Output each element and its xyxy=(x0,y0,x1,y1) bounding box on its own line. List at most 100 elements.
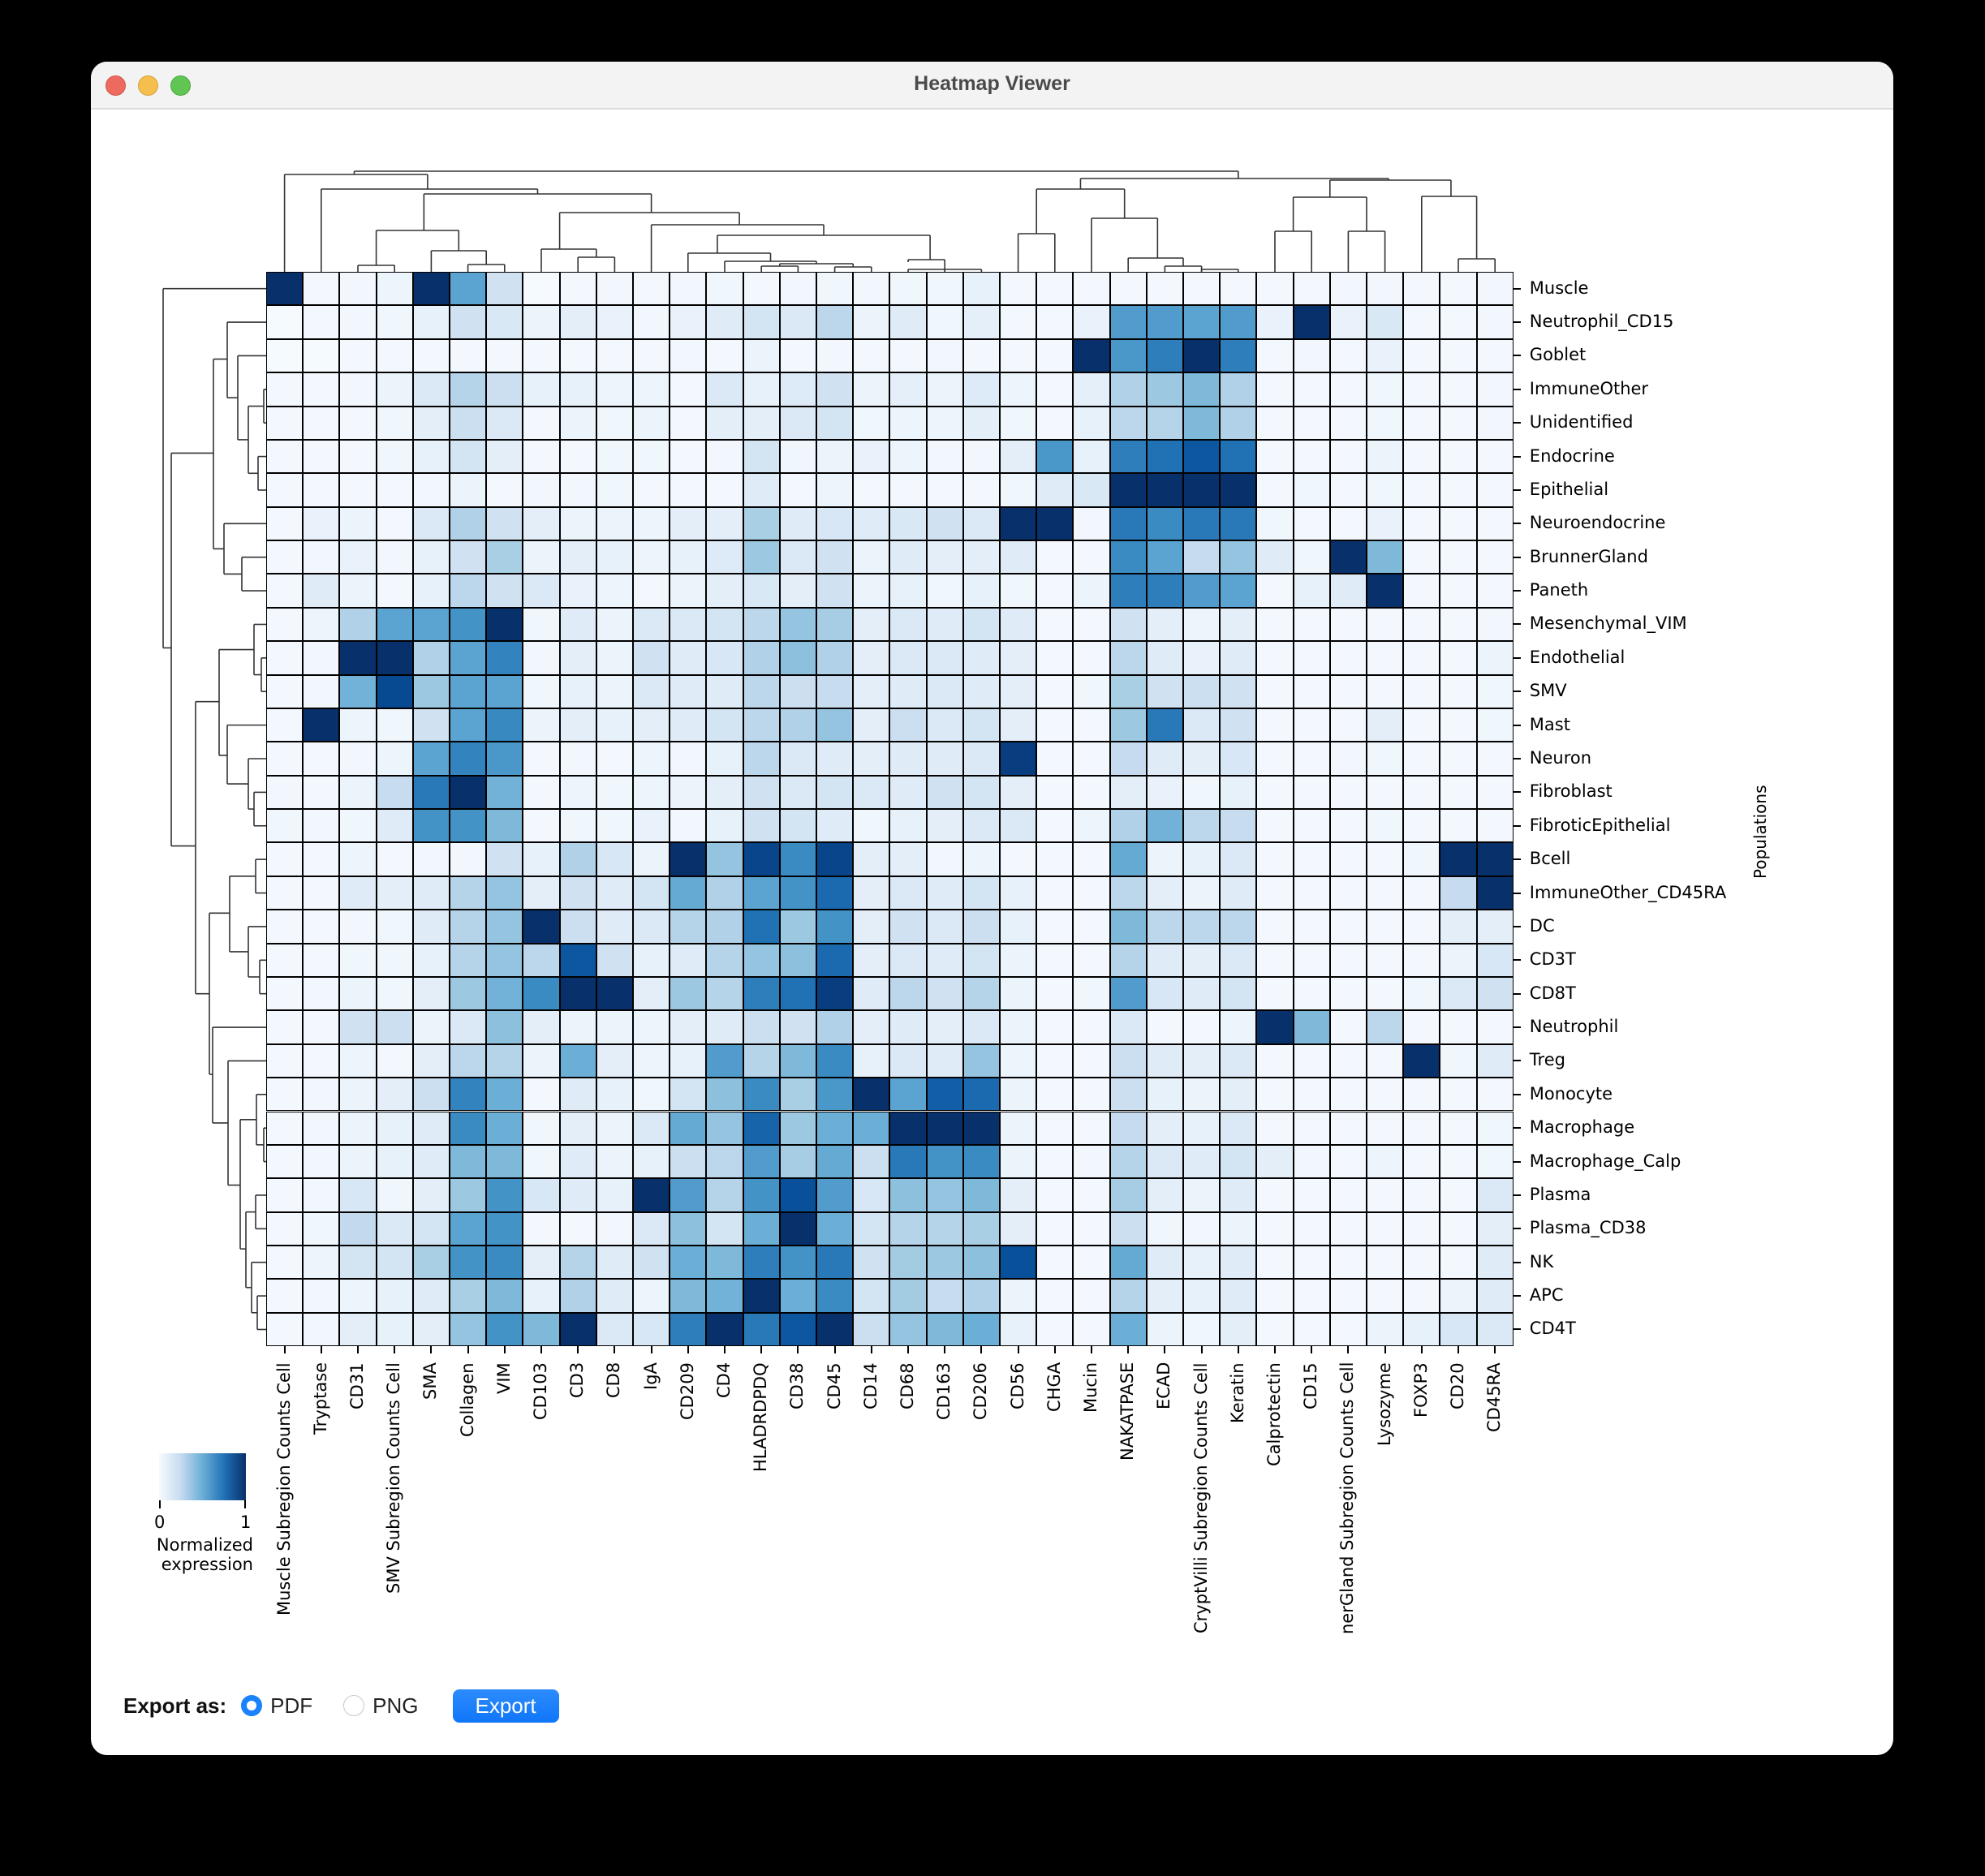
heatmap-cell xyxy=(450,338,487,373)
heatmap-cell xyxy=(412,272,450,306)
heatmap-cell xyxy=(853,540,890,574)
heatmap-cell xyxy=(1440,372,1477,407)
heatmap-cell xyxy=(1293,1178,1330,1212)
heatmap-cell xyxy=(339,1279,377,1313)
maximize-window-button[interactable] xyxy=(170,75,191,96)
heatmap-cell xyxy=(559,1010,596,1044)
heatmap-cell xyxy=(889,842,927,876)
heatmap-cell xyxy=(889,1010,927,1044)
heatmap-cell xyxy=(376,1211,413,1246)
heatmap-cell xyxy=(303,943,340,977)
heatmap-cell xyxy=(1000,1279,1037,1313)
row-label: Neuron xyxy=(1529,748,1592,768)
heatmap-cell xyxy=(1293,976,1330,1011)
heatmap-cell xyxy=(926,641,963,675)
row-label: Goblet xyxy=(1529,345,1587,365)
heatmap-cell xyxy=(1073,708,1110,742)
heatmap-cell xyxy=(706,910,743,944)
heatmap-cell xyxy=(1146,809,1183,843)
column-label: CD68 xyxy=(898,1362,917,1410)
minimize-window-button[interactable] xyxy=(138,75,158,96)
heatmap-cell xyxy=(633,305,670,339)
column-label: CD45RA xyxy=(1484,1362,1505,1433)
heatmap-cell xyxy=(339,1078,377,1112)
column-tick xyxy=(614,1346,616,1354)
heatmap-cell xyxy=(1293,473,1330,507)
heatmap-cell xyxy=(889,1144,927,1179)
heatmap-cell xyxy=(1293,1043,1330,1078)
export-as-label: Export as: xyxy=(123,1693,227,1718)
heatmap-cell xyxy=(962,708,1000,742)
row-tick xyxy=(1513,858,1521,861)
heatmap-cell xyxy=(1109,1211,1147,1246)
heatmap-cell xyxy=(1109,910,1147,944)
heatmap-cell xyxy=(1000,876,1037,910)
heatmap-cell xyxy=(1036,1211,1074,1246)
png-radio-label[interactable]: PNG xyxy=(372,1693,419,1718)
heatmap-cell xyxy=(450,1279,487,1313)
heatmap-cell xyxy=(412,473,450,507)
heatmap-cell xyxy=(1220,1010,1257,1044)
heatmap-cell xyxy=(1146,1178,1183,1212)
heatmap-cell xyxy=(1476,1246,1514,1280)
export-button[interactable]: Export xyxy=(452,1689,559,1723)
heatmap-cell xyxy=(1256,1043,1294,1078)
heatmap-cell xyxy=(266,1078,304,1112)
heatmap-cell xyxy=(1220,742,1257,776)
heatmap-cell xyxy=(1146,338,1183,373)
heatmap-cell xyxy=(1183,338,1221,373)
heatmap-cell xyxy=(559,372,596,407)
column-label: CD4 xyxy=(714,1362,734,1399)
heatmap-cell xyxy=(1073,1246,1110,1280)
close-window-button[interactable] xyxy=(105,75,126,96)
heatmap-cell xyxy=(1000,372,1037,407)
heatmap-cell xyxy=(1440,574,1477,608)
pdf-radio-label[interactable]: PDF xyxy=(270,1693,313,1718)
heatmap-cell xyxy=(816,1211,854,1246)
heatmap-cell xyxy=(1146,775,1183,810)
heatmap-cell xyxy=(1329,473,1367,507)
heatmap-cell xyxy=(1329,641,1367,675)
heatmap-cell xyxy=(1440,439,1477,474)
heatmap-cell xyxy=(926,473,963,507)
heatmap-cell xyxy=(1476,910,1514,944)
heatmap-cell xyxy=(743,1211,780,1246)
heatmap-cell xyxy=(266,406,304,440)
pdf-radio[interactable] xyxy=(241,1695,263,1716)
heatmap-cell xyxy=(559,406,596,440)
heatmap-cell xyxy=(1220,1144,1257,1179)
heatmap-cell xyxy=(376,1078,413,1112)
row-tick xyxy=(1513,959,1521,962)
row-tick xyxy=(1513,656,1521,659)
row-tick xyxy=(1513,1261,1521,1263)
heatmap-cell xyxy=(633,372,670,407)
heatmap-cell xyxy=(1000,607,1037,642)
heatmap-cell xyxy=(779,272,816,306)
heatmap-cell xyxy=(853,406,890,440)
heatmap-cell xyxy=(523,406,560,440)
heatmap-cell xyxy=(889,338,927,373)
heatmap-cell xyxy=(1146,506,1183,541)
heatmap-cell xyxy=(926,742,963,776)
heatmap-cell xyxy=(779,708,816,742)
heatmap-cell xyxy=(523,607,560,642)
heatmap-cell xyxy=(1146,876,1183,910)
heatmap-cell xyxy=(706,473,743,507)
heatmap-cell xyxy=(1036,809,1074,843)
heatmap-cell xyxy=(926,943,963,977)
heatmap-cell xyxy=(1073,742,1110,776)
heatmap-cell xyxy=(816,641,854,675)
row-tick xyxy=(1513,590,1521,592)
heatmap-cell xyxy=(1403,1144,1440,1179)
heatmap-cell xyxy=(266,1279,304,1313)
column-label: VIM xyxy=(493,1362,514,1395)
heatmap-cell xyxy=(1367,574,1404,608)
png-radio[interactable] xyxy=(343,1695,365,1716)
heatmap-cell xyxy=(523,439,560,474)
heatmap-cell xyxy=(706,641,743,675)
heatmap-cell xyxy=(303,338,340,373)
heatmap-cell xyxy=(1073,272,1110,306)
heatmap-cell xyxy=(1000,540,1037,574)
row-tick xyxy=(1513,724,1521,726)
heatmap-cell xyxy=(1000,1111,1037,1145)
